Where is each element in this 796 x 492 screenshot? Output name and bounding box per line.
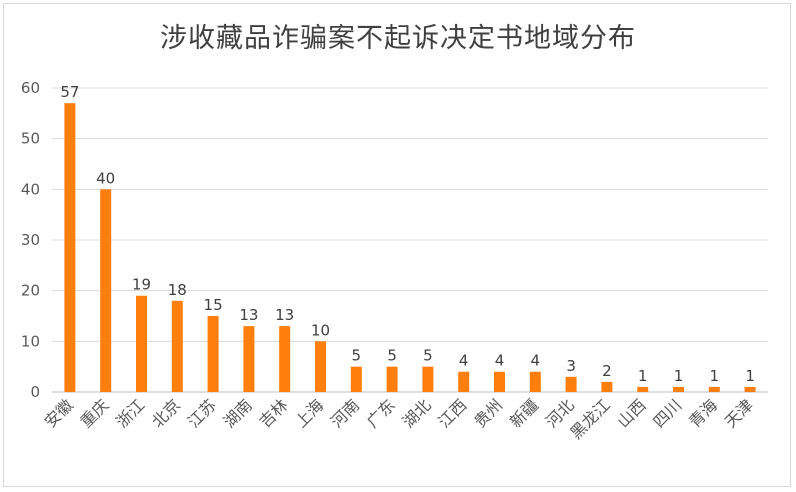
y-tick-label: 50	[21, 130, 40, 148]
data-label: 4	[531, 352, 541, 370]
bar	[350, 366, 362, 392]
x-tick-label: 天津	[721, 395, 757, 431]
bar	[64, 103, 76, 392]
data-label: 13	[239, 306, 258, 324]
bar	[529, 371, 541, 392]
bar	[100, 189, 112, 392]
y-tick-label: 40	[21, 180, 40, 198]
data-label: 19	[132, 276, 151, 294]
data-label: 3	[566, 357, 576, 375]
chart-title: 涉收藏品诈骗案不起诉决定书地域分布	[160, 23, 636, 54]
x-tick-label: 重庆	[76, 395, 112, 431]
bar	[565, 376, 577, 392]
y-tick-label: 60	[21, 79, 40, 97]
data-label: 10	[311, 321, 330, 339]
bar	[136, 295, 147, 392]
data-label: 18	[168, 281, 187, 299]
x-tick-label: 浙江	[112, 395, 148, 431]
data-label: 13	[275, 306, 294, 324]
x-tick-label: 山西	[613, 395, 649, 431]
bar	[601, 381, 613, 392]
x-tick-label: 湖南	[220, 395, 256, 431]
y-tick-label: 0	[30, 383, 40, 401]
x-tick-label: 吉林	[255, 395, 291, 431]
data-label: 2	[602, 362, 612, 380]
x-tick-label: 江西	[434, 395, 470, 431]
bar	[494, 371, 505, 392]
bar	[171, 300, 183, 392]
y-axis-ticks: 0 10 20 30 40 50 60	[21, 79, 40, 401]
data-label: 1	[745, 367, 755, 385]
y-tick-label: 30	[21, 231, 40, 249]
bar	[243, 326, 255, 392]
data-label: 1	[638, 367, 648, 385]
bar	[386, 366, 398, 392]
x-tick-label: 黑龙江	[566, 395, 613, 442]
data-labels: 57 40 19 18 15 13 13 10 5 5 5 4 4 4 3 2 1 1 1 1	[60, 83, 755, 385]
bar	[458, 371, 470, 392]
x-tick-label: 北京	[148, 395, 184, 431]
data-label: 15	[204, 296, 223, 314]
data-label: 5	[387, 347, 397, 365]
y-tick-label: 20	[21, 282, 40, 300]
bar	[708, 386, 720, 392]
x-tick-label: 湖北	[399, 395, 435, 431]
data-label: 4	[459, 352, 469, 370]
bar	[422, 366, 434, 392]
data-label: 5	[423, 347, 433, 365]
x-tick-label: 江苏	[184, 395, 220, 431]
x-tick-label: 新疆	[506, 395, 542, 431]
x-tick-label: 河南	[327, 395, 363, 431]
gridlines	[52, 87, 768, 393]
data-label: 1	[710, 367, 720, 385]
data-label: 4	[495, 352, 505, 370]
x-tick-label: 上海	[291, 395, 327, 431]
bar	[673, 386, 684, 392]
bar	[637, 386, 649, 392]
x-tick-label: 广东	[363, 395, 399, 431]
bars	[64, 103, 756, 392]
chart-frame	[3, 3, 791, 487]
x-tick-label: 四川	[649, 395, 685, 431]
bar	[207, 316, 219, 392]
bar	[744, 386, 756, 392]
data-label: 57	[60, 83, 79, 101]
x-tick-label: 安徽	[41, 395, 77, 431]
x-axis-ticks: 安徽 重庆 浙江 北京 江苏 湖南 吉林 上海 河南 广东 湖北 江西 贵州 新疆 河北黑龙江 山西 四川 青海天…	[41, 395, 757, 442]
data-label: 40	[96, 169, 115, 187]
bar	[315, 341, 326, 392]
bar	[279, 326, 291, 392]
data-label: 5	[352, 347, 362, 365]
y-tick-label: 10	[21, 332, 40, 350]
data-label: 1	[674, 367, 684, 385]
x-tick-label: 贵州	[470, 395, 506, 431]
x-tick-label: 青海	[685, 395, 721, 431]
